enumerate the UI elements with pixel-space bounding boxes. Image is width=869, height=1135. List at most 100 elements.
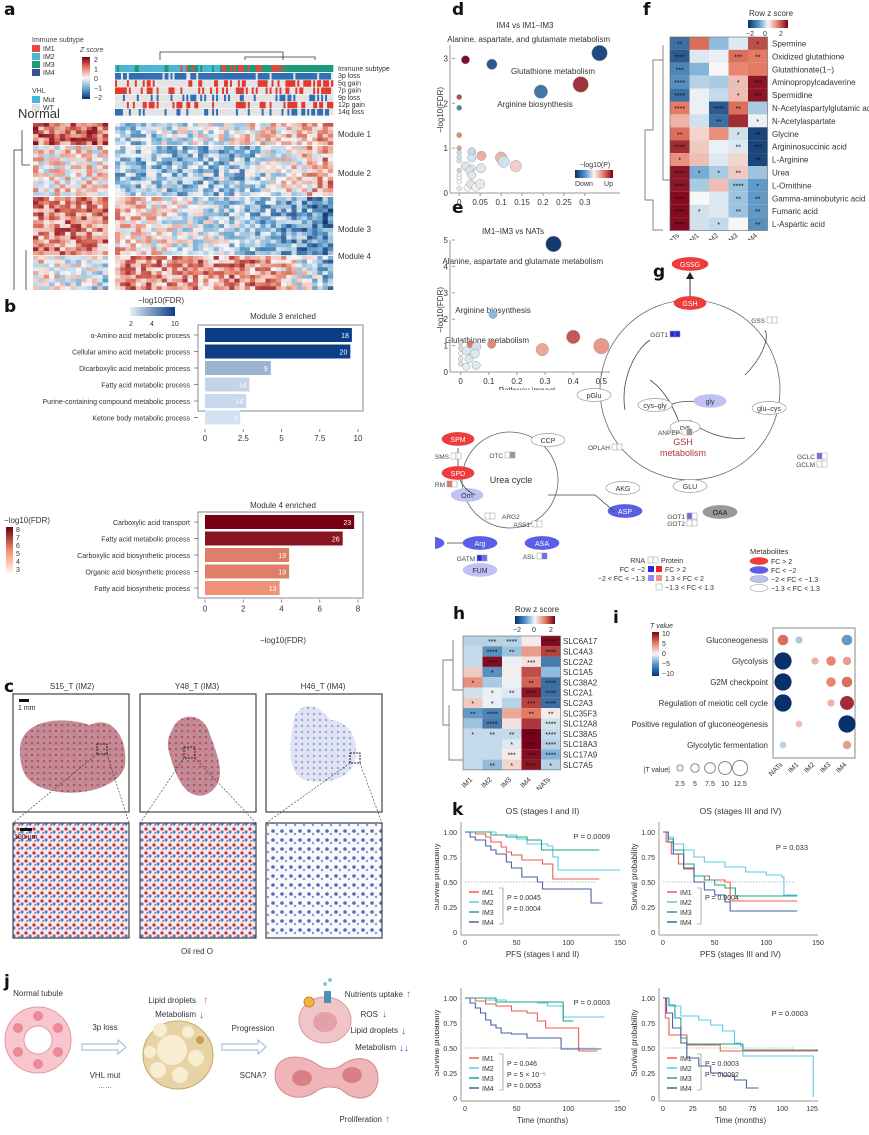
heatmap-cell <box>301 130 308 135</box>
heatmap-cell <box>281 263 287 268</box>
heatmap-cell <box>81 130 87 135</box>
heatmap-cell <box>260 192 266 197</box>
annotation-cell <box>257 87 260 94</box>
heatmap-cell <box>102 192 109 197</box>
heatmap-cell <box>161 212 168 217</box>
bar <box>205 377 250 392</box>
annotation-cell <box>323 94 326 102</box>
annotation-cell <box>198 87 201 94</box>
heatmap-cell <box>255 271 261 276</box>
heatmap-cell <box>265 176 271 181</box>
heatmap-cell <box>81 208 87 213</box>
heatmap-cell <box>140 274 147 279</box>
heatmap-cell <box>120 286 126 290</box>
annotation-cell <box>182 109 185 116</box>
heatmap-cell <box>75 126 82 131</box>
heatmap-cell <box>156 157 162 162</box>
legend-swatch <box>648 575 654 581</box>
annotation-cell <box>148 87 151 94</box>
annotation-cell <box>253 80 257 87</box>
heatmap-cell <box>75 176 82 181</box>
heatmap-cell <box>182 278 188 283</box>
heatmap-cell <box>327 165 334 170</box>
h-cb-tick: −2 <box>513 627 521 634</box>
annotation-cell <box>168 80 171 87</box>
km-legend-label: IM1 <box>482 1056 494 1063</box>
h-cb-tick: 0 <box>532 627 536 634</box>
heatmap-cell <box>187 130 194 135</box>
heatmap-cell <box>102 239 109 244</box>
annotation-cell <box>172 101 175 109</box>
heatmap-cell <box>59 286 66 290</box>
heatmap-cell <box>670 49 690 63</box>
heatmap-cell <box>218 212 225 217</box>
annotation-cell <box>214 101 217 109</box>
heatmap-cell <box>244 278 251 283</box>
significance-stars: *** <box>754 80 762 87</box>
heatmap-cell <box>81 235 87 240</box>
annotation-cell <box>325 65 328 72</box>
annotation-cell <box>287 73 290 80</box>
heatmap-cell <box>265 204 271 209</box>
heatmap-cell <box>146 153 152 158</box>
heatmap-cell <box>33 263 39 268</box>
heatmap-cell <box>244 153 251 158</box>
heatmap-cell <box>327 231 334 236</box>
heatmap-cell <box>255 200 261 205</box>
heatmap-cell <box>709 166 729 179</box>
annotation-cell <box>126 73 130 80</box>
annotation-cell <box>327 87 330 94</box>
annotation-cell <box>323 101 326 109</box>
heatmap-cell <box>229 239 235 244</box>
heatmap-cell <box>229 278 235 283</box>
heatmap-cell <box>115 247 121 252</box>
annotation-cell <box>247 94 251 102</box>
heatmap-cell <box>224 235 230 240</box>
heatmap-cell <box>286 282 292 287</box>
heatmap-cell <box>182 251 188 256</box>
annotation-cell <box>241 94 245 102</box>
heatmap-cell <box>166 126 173 131</box>
x-tick-label: 0.1 <box>496 198 508 205</box>
heatmap-cell <box>748 153 768 166</box>
heatmap-cell <box>182 197 188 202</box>
heatmap-cell <box>172 256 178 260</box>
heatmap-cell <box>102 274 109 279</box>
heatmap-cell <box>296 184 303 189</box>
annotation-cell <box>208 94 211 102</box>
heatmap-cell <box>670 191 690 205</box>
heatmap-cell <box>156 208 162 213</box>
heatmap-cell <box>203 197 209 202</box>
heatmap-cell <box>59 251 66 256</box>
heatmap-cell <box>151 251 157 256</box>
heatmap-cell <box>327 286 334 290</box>
panel-g-pathway: GSSGGSHcys–glyglypGlucysglu–cysGLUAKGOAA… <box>435 257 828 593</box>
e-ylabel: −log10(FDR) <box>436 287 445 333</box>
panel-h-heatmap: Row z score −2 0 2 *** **** **** SLC6A17***… <box>442 605 598 790</box>
heatmap-row-label: L-Ornithine <box>772 181 812 190</box>
heatmap-cell <box>307 176 313 181</box>
heatmap-cell <box>709 49 729 63</box>
heatmap-cell <box>120 235 126 240</box>
annotation-cell <box>150 94 153 102</box>
heatmap-cell <box>229 123 235 127</box>
annotation-cell <box>265 94 268 102</box>
heatmap-cell <box>244 231 251 236</box>
heatmap-cell <box>120 243 126 248</box>
heatmap-cell <box>198 259 204 264</box>
heatmap-cell <box>102 247 109 252</box>
heatmap-cell <box>260 256 266 260</box>
heatmap-cell <box>203 271 209 276</box>
heatmap-cell <box>161 286 168 290</box>
heatmap-cell <box>689 166 709 179</box>
heatmap-cell <box>125 204 131 209</box>
heatmap-cell <box>249 157 256 162</box>
km-pairwise-p: P = 0.0053 <box>507 1083 541 1090</box>
annotation-cell <box>224 73 227 80</box>
heatmap-cell <box>75 123 82 127</box>
heatmap-cell <box>208 278 214 283</box>
heatmap-normal-title: Normal <box>18 106 60 121</box>
heatmap-cell <box>65 278 71 283</box>
heatmap-cell <box>260 239 266 244</box>
heatmap-cell <box>146 169 152 174</box>
